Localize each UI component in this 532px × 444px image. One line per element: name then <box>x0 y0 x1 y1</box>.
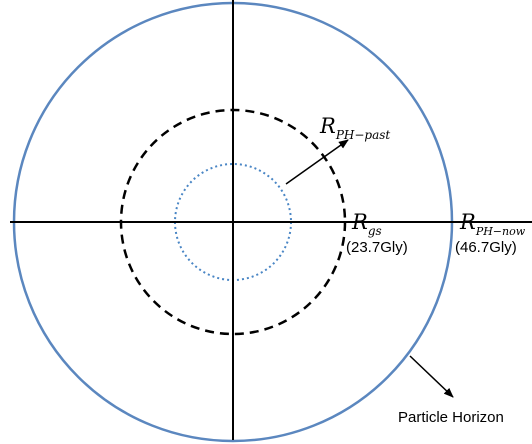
past-horizon-arrow <box>285 139 349 185</box>
r-gs-label: Rgs <box>351 210 382 238</box>
r-ph-past-main: R <box>319 114 336 138</box>
r-gs-value: (23.7Gly) <box>346 239 408 256</box>
r-gs-main: R <box>351 210 368 234</box>
particle-horizon-label: Particle Horizon <box>398 409 504 426</box>
particle-horizon-arrow <box>409 355 454 398</box>
r-ph-past-sub: PH−past <box>335 128 391 142</box>
r-ph-now-value: (46.7Gly) <box>455 239 517 256</box>
r-ph-now-main: R <box>459 210 476 234</box>
r-ph-now-sub: PH−now <box>475 225 526 238</box>
r-ph-past-label: RPH−past <box>319 114 390 142</box>
r-ph-now-label: RPH−now <box>459 210 526 238</box>
r-gs-sub: gs <box>368 224 382 238</box>
